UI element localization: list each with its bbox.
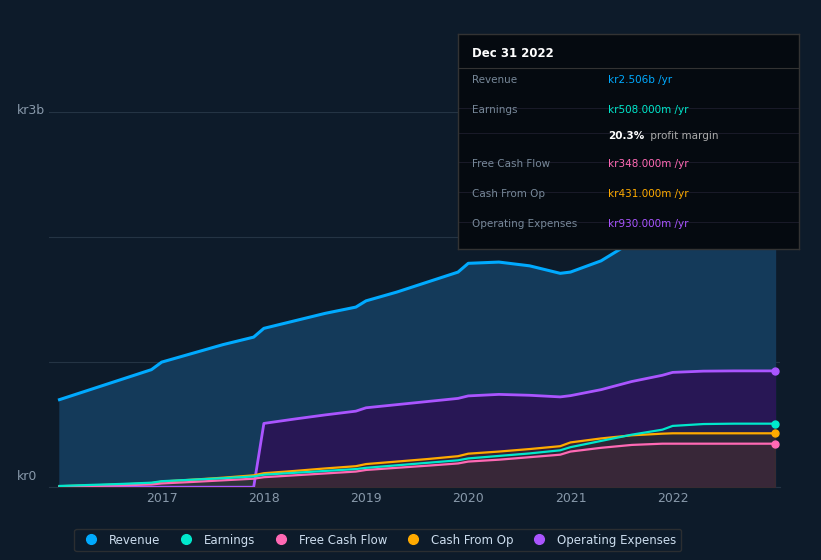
Text: kr348.000m /yr: kr348.000m /yr <box>608 158 689 169</box>
Text: kr930.000m /yr: kr930.000m /yr <box>608 219 689 229</box>
Text: 20.3%: 20.3% <box>608 130 644 141</box>
Text: kr431.000m /yr: kr431.000m /yr <box>608 189 689 199</box>
Text: Earnings: Earnings <box>472 105 517 115</box>
Text: Dec 31 2022: Dec 31 2022 <box>472 46 553 59</box>
Text: Cash From Op: Cash From Op <box>472 189 545 199</box>
Text: profit margin: profit margin <box>647 130 718 141</box>
Text: Operating Expenses: Operating Expenses <box>472 219 577 229</box>
Legend: Revenue, Earnings, Free Cash Flow, Cash From Op, Operating Expenses: Revenue, Earnings, Free Cash Flow, Cash … <box>75 529 681 551</box>
Text: kr0: kr0 <box>16 470 37 483</box>
Text: kr508.000m /yr: kr508.000m /yr <box>608 105 689 115</box>
Text: Revenue: Revenue <box>472 74 517 85</box>
Text: kr3b: kr3b <box>16 105 44 118</box>
Text: kr2.506b /yr: kr2.506b /yr <box>608 74 672 85</box>
Bar <box>672 112 775 487</box>
Text: Free Cash Flow: Free Cash Flow <box>472 158 550 169</box>
